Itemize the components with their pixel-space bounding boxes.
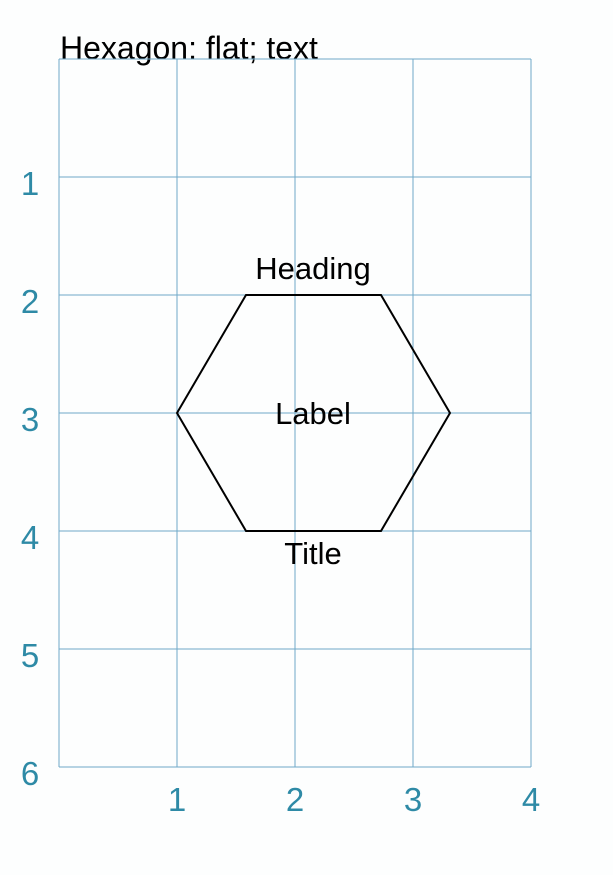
y-tick-label-1: 1 <box>21 165 39 202</box>
hexagon-shape <box>175 294 452 532</box>
x-tick-label-2: 2 <box>286 781 304 818</box>
y-tick-label-2: 2 <box>21 283 39 320</box>
y-tick-labels: 1 2 3 4 5 6 <box>21 165 39 792</box>
x-tick-label-4: 4 <box>522 781 540 818</box>
x-tick-label-1: 1 <box>168 781 186 818</box>
diagram-title: Hexagon: flat; text <box>60 30 318 66</box>
y-tick-label-5: 5 <box>21 637 39 674</box>
hexagon-heading: Heading <box>255 251 370 286</box>
x-tick-label-3: 3 <box>404 781 422 818</box>
x-tick-labels: 1 2 3 4 <box>168 781 540 818</box>
hexagon-title: Title <box>284 536 341 571</box>
hexagon-label: Label <box>275 396 351 431</box>
y-tick-label-6: 6 <box>21 755 39 792</box>
y-tick-label-3: 3 <box>21 401 39 438</box>
y-tick-label-4: 4 <box>21 519 39 556</box>
